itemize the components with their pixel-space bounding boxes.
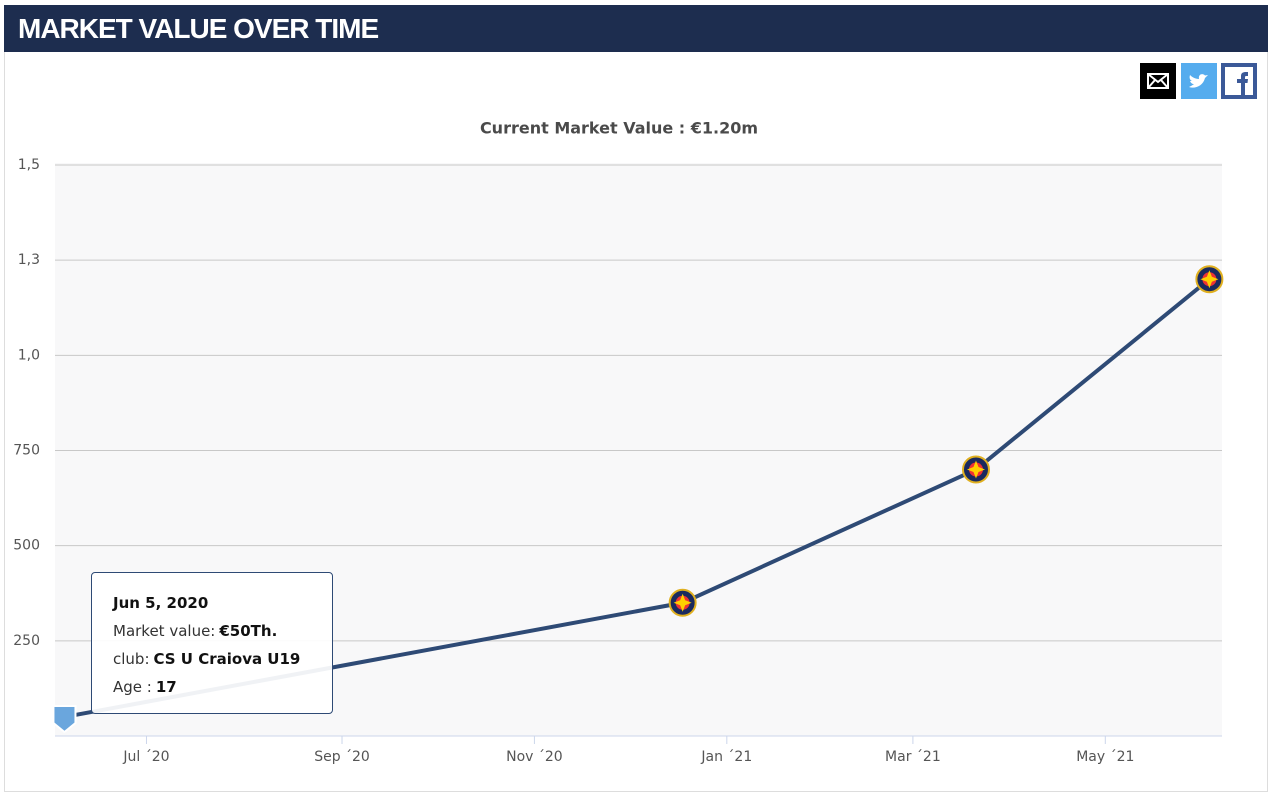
email-share[interactable] [1140, 63, 1176, 99]
club-marker [668, 588, 697, 617]
tooltip-value: €50Th. [219, 622, 278, 640]
x-tick-label: Nov ´20 [506, 749, 563, 765]
crest-star [966, 460, 985, 479]
club-marker [52, 704, 77, 734]
tooltip-value: CS U Craiova U19 [153, 650, 301, 668]
tooltip-value: 17 [155, 678, 177, 696]
y-tick-label: 1,3 [18, 252, 40, 268]
tooltip-label: Age : [113, 678, 152, 696]
x-tick-label: Jan ´21 [700, 749, 752, 765]
tooltip-title: Jun 5, 2020 [113, 594, 209, 612]
tooltip-row: Market value: €50Th. [113, 617, 332, 645]
tooltip-label: club: [113, 650, 150, 668]
club-marker [1195, 265, 1224, 294]
panel [4, 52, 1268, 792]
twitter-share[interactable] [1181, 63, 1217, 99]
tooltip-row: Age :17 [113, 673, 332, 701]
y-tick-label: 1,0 [18, 347, 40, 363]
y-tick-label: 1,5 [18, 157, 40, 173]
y-tick-label: 250 [13, 633, 40, 649]
crest-star [1200, 270, 1219, 289]
line [64, 277, 1211, 719]
x-tick-label: Jul ´20 [122, 749, 169, 765]
y-tick-label: 750 [13, 443, 40, 459]
club-marker [961, 455, 990, 484]
x-tick-label: May ´21 [1076, 749, 1134, 765]
crest-star [673, 593, 692, 612]
section-title: MARKET VALUE OVER TIME [4, 5, 1268, 52]
x-tick-label: Sep ´20 [314, 749, 370, 765]
x-tick-label: Mar ´21 [885, 749, 941, 765]
y-tick-label: 500 [13, 538, 40, 554]
tooltip-row: club: CS U Craiova U19 [113, 645, 332, 673]
tooltip: Jun 5, 2020 Market value: €50Th. club: CS U… [91, 572, 333, 714]
facebook-share[interactable] [1221, 63, 1257, 99]
tooltip-label: Market value: [113, 622, 216, 640]
chart-subtitle: Current Market Value : €1.20m [480, 119, 758, 138]
crest [52, 704, 77, 734]
